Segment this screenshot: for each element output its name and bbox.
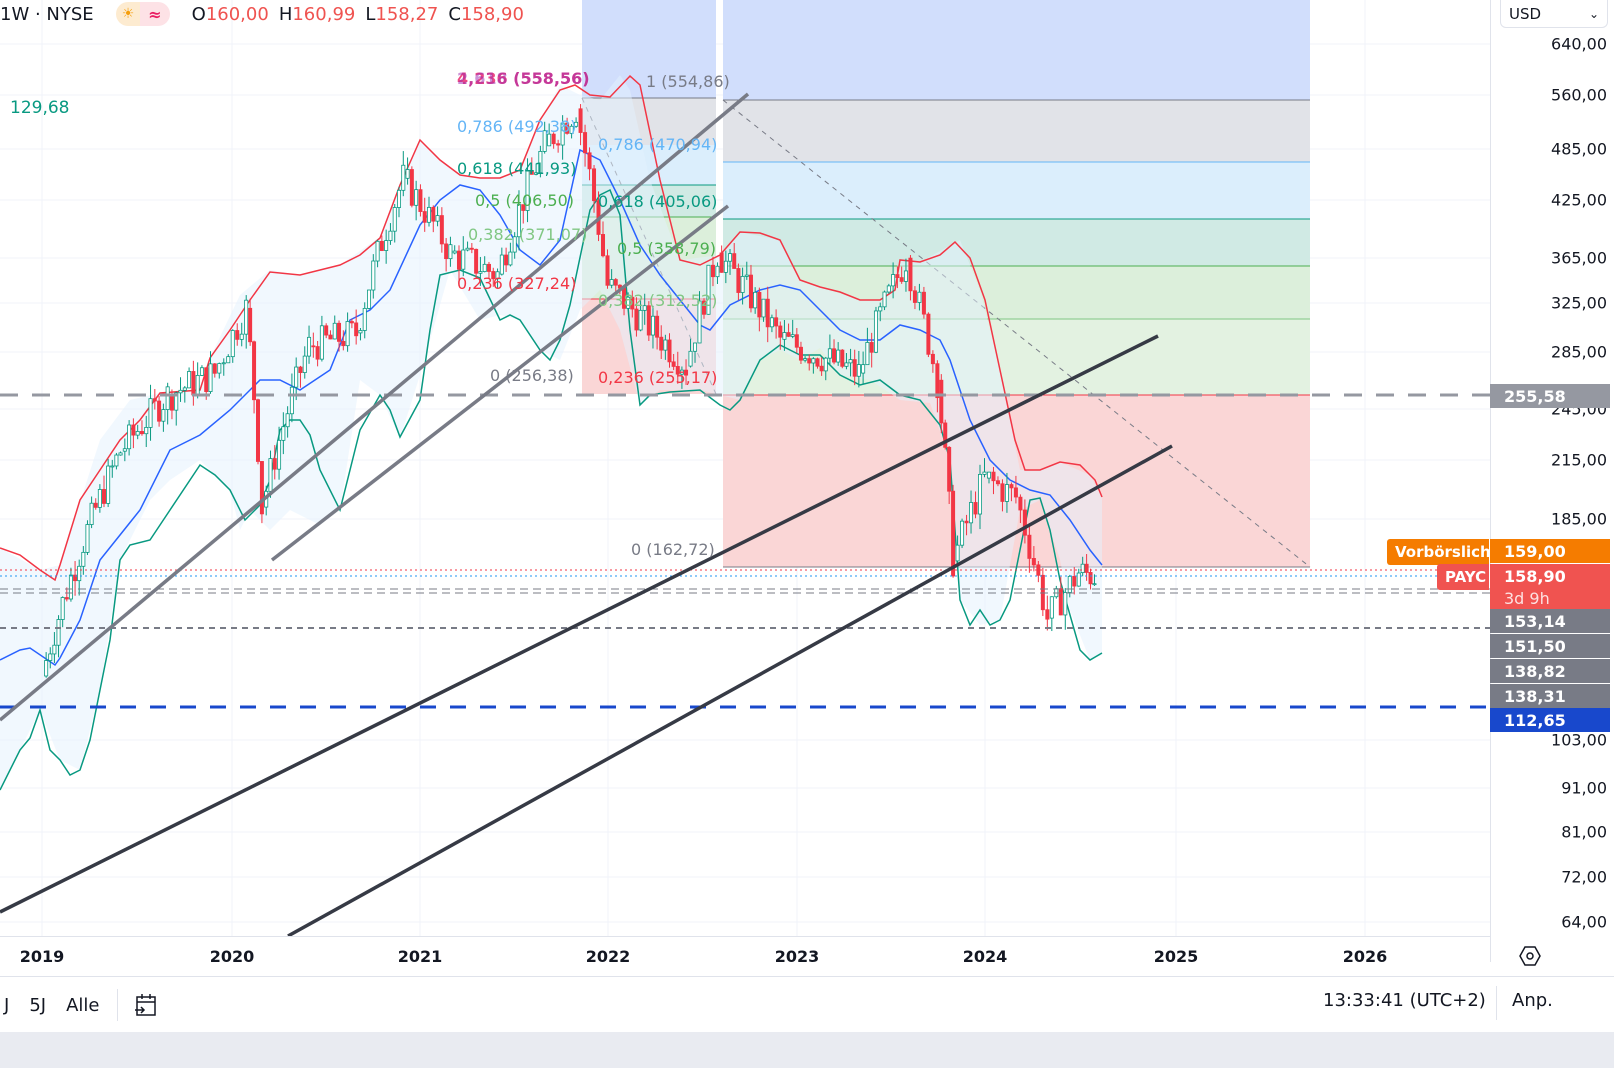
time-tick: 2025 — [1153, 947, 1199, 966]
calendar-goto-icon[interactable] — [132, 991, 160, 1019]
hexagon-settings-icon[interactable] — [1516, 944, 1544, 968]
fib-2-labels: 1 (554,86) 0,786 (470,94) 0,618 (405,06)… — [598, 72, 730, 559]
currency-label: USD — [1509, 4, 1542, 23]
svg-text:0,786 (470,94): 0,786 (470,94) — [598, 135, 717, 154]
svg-text:0,618 (405,06): 0,618 (405,06) — [598, 192, 717, 211]
high-key: H — [278, 3, 293, 25]
svg-text:0,5 (406,50): 0,5 (406,50) — [475, 191, 574, 210]
price-tick: 365,00 — [1551, 248, 1607, 268]
price-label: 151,50 — [1490, 634, 1610, 658]
price-label: 159,00 — [1490, 539, 1610, 563]
price-label: 138,31 — [1490, 684, 1610, 708]
svg-text:0,5 (358,79): 0,5 (358,79) — [617, 239, 716, 258]
range-button-5y[interactable]: 5J — [29, 994, 47, 1016]
range-button-all[interactable]: Alle — [66, 994, 100, 1016]
chevron-down-icon: ⌄ — [1588, 6, 1599, 21]
time-tick: 2023 — [774, 947, 820, 966]
price-tick: 72,00 — [1561, 867, 1607, 887]
svg-text:1 (554,86): 1 (554,86) — [646, 72, 730, 91]
svg-text:2,618 (558,56): 2,618 (558,56) — [457, 69, 590, 88]
svg-text:0,236 (327,24): 0,236 (327,24) — [457, 274, 576, 293]
approx-wave-icon[interactable]: ≈ — [140, 2, 170, 26]
adjust-button[interactable]: Anp. — [1512, 990, 1553, 1011]
price-tick: 640,00 — [1551, 34, 1607, 54]
price-tick: 64,00 — [1561, 912, 1607, 932]
time-axis[interactable]: 2019 2020 2021 2022 2023 2024 2025 2026 — [0, 936, 1490, 977]
price-tick: 285,00 — [1551, 342, 1607, 362]
svg-text:0 (162,72): 0 (162,72) — [631, 540, 715, 559]
bollinger-lower-line — [0, 188, 1103, 791]
svg-text:0 (256,38): 0 (256,38) — [490, 366, 574, 385]
open-key: O — [191, 3, 206, 25]
time-tick: 2020 — [209, 947, 255, 966]
indicator-value: 129,68 — [10, 98, 70, 118]
time-tick: 2021 — [397, 947, 443, 966]
svg-text:0,382 (371,07): 0,382 (371,07) — [468, 225, 587, 244]
price-label: 255,58 — [1490, 384, 1610, 408]
range-button-1y[interactable]: J — [4, 994, 10, 1016]
price-label: 138,82 — [1490, 659, 1610, 683]
price-label: 158,90 — [1490, 564, 1610, 588]
divider — [1496, 986, 1497, 1020]
svg-text:0,618 (441,93): 0,618 (441,93) — [457, 159, 576, 178]
bottom-toolbar: J 5J Alle — [0, 976, 1614, 1033]
fib-1-labels: 4,236 (558,56) 2,618 (558,56) 0,786 (492… — [457, 69, 590, 385]
time-tick: 2019 — [19, 947, 65, 966]
sun-icon[interactable]: ☀ — [115, 2, 141, 26]
price-axis[interactable]: 640,00 560,00 485,00 425,00 365,00 325,00 285,… — [1490, 0, 1614, 962]
price-tick: 91,00 — [1561, 778, 1607, 798]
status-badges[interactable]: ☀ ≈ — [115, 2, 170, 26]
time-tick: 2024 — [962, 947, 1008, 966]
price-tick: 103,00 — [1551, 730, 1607, 750]
svg-text:0,236 (255,17): 0,236 (255,17) — [598, 368, 717, 387]
price-tick: 215,00 — [1551, 450, 1607, 470]
currency-button[interactable]: USD ⌄ — [1500, 0, 1608, 28]
symbol-tag: PAYC — [1437, 564, 1489, 590]
horizontal-lines[interactable] — [0, 393, 1490, 709]
interval-exchange-label[interactable]: 1W · NYSE — [0, 3, 94, 25]
price-label: 153,14 — [1490, 609, 1610, 633]
chart-canvas[interactable]: 4,236 (558,56) 2,618 (558,56) 0,786 (492… — [0, 0, 1490, 936]
price-tick: 425,00 — [1551, 190, 1607, 210]
price-label: 112,65 — [1490, 708, 1610, 732]
fib-extension-overlap-label: 4,236 (558,56) — [457, 69, 590, 88]
price-tick: 81,00 — [1561, 822, 1607, 842]
bollinger-band-fill — [0, 75, 1102, 790]
price-tick: 185,00 — [1551, 509, 1607, 529]
open-value: 160,00 — [205, 3, 269, 25]
trend-lines[interactable] — [0, 92, 1173, 936]
price-tick: 485,00 — [1551, 139, 1607, 159]
low-key: L — [365, 3, 376, 25]
clock-timezone[interactable]: 13:33:41 (UTC+2) — [1323, 990, 1486, 1011]
close-key: C — [448, 3, 461, 25]
ohlc-values: O160,00 H160,99 L158,27 C158,90 — [192, 4, 524, 25]
footer-strip — [0, 1032, 1614, 1068]
time-tick: 2022 — [585, 947, 631, 966]
premarket-tag: Vorbörslich — [1387, 539, 1491, 565]
candlesticks — [44, 104, 1097, 678]
low-value: 158,27 — [375, 3, 439, 25]
price-label: 3d 9h — [1490, 586, 1610, 610]
svg-text:0,382 (312,52): 0,382 (312,52) — [598, 291, 717, 310]
price-tick: 325,00 — [1551, 293, 1607, 313]
price-tick: 560,00 — [1551, 85, 1607, 105]
svg-text:0,786 (492,38): 0,786 (492,38) — [457, 117, 576, 136]
close-value: 158,90 — [460, 3, 524, 25]
divider — [117, 989, 119, 1021]
high-value: 160,99 — [292, 3, 356, 25]
time-tick: 2026 — [1342, 947, 1388, 966]
chart-legend[interactable]: 1W · NYSE ☀ ≈ O160,00 H160,99 L158,27 C1… — [0, 0, 524, 28]
